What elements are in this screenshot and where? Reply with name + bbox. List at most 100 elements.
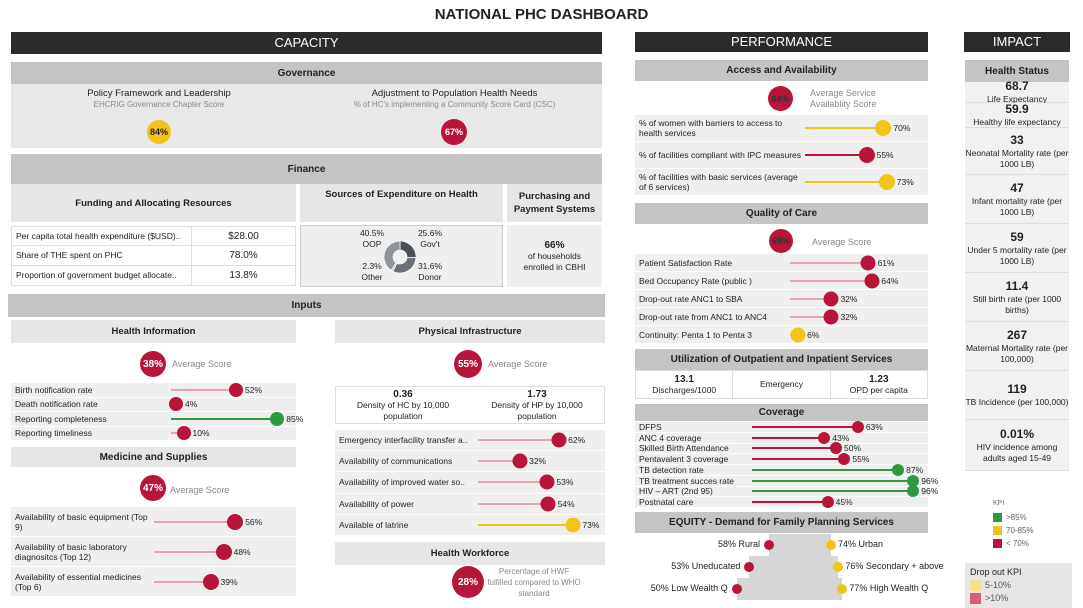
indicator-value: 64%	[881, 275, 899, 286]
indicator-value: 87%	[906, 464, 924, 475]
indicator-label: Continuity: Penta 1 to Penta 3	[639, 329, 752, 340]
funding-label: Share of THE spent on PHC	[12, 246, 192, 265]
indicator-track: 55%	[752, 453, 928, 466]
utilization-table: 13.1 Discharges/1000 Emergency 1.23 OPD pe…	[635, 370, 928, 399]
indicator-bar	[478, 481, 547, 484]
indicator-row: ANC 4 coverage 43%	[635, 431, 928, 444]
indicator-track: 32%	[478, 451, 605, 471]
dropout-legend-item: 5-10%	[970, 579, 1067, 592]
indicator-track: 63%	[752, 420, 928, 433]
indicator-label: % of facilities with basic services (ave…	[639, 172, 798, 192]
indicator-value: 55%	[852, 454, 870, 465]
indicator-label: DFPS	[639, 421, 662, 432]
funding-table: Per capita total health expenditure ($US…	[11, 226, 296, 286]
dropout-legend-title: Drop out KPI	[970, 567, 1022, 577]
legend-label: >10%	[985, 593, 1009, 603]
indicator-dot	[892, 463, 905, 476]
indicator-value: 6%	[807, 329, 820, 340]
adjust-sub: % of HC's implementing a Community Score…	[353, 100, 556, 109]
indicator-label: ANC 4 coverage	[639, 432, 702, 443]
health-status-value: 59	[1010, 229, 1024, 244]
indicator-dot	[540, 496, 556, 512]
indicator-label: Drop-out rate from ANC1 to ANC4	[639, 311, 768, 322]
governance-header: Governance	[11, 62, 602, 84]
indicator-row: Reporting timeliness 10%	[11, 426, 296, 441]
infrastructure-header: Physical Infrastructure	[335, 320, 605, 343]
funding-row: Proportion of government budget allocate…	[11, 266, 296, 286]
quality-list: Patient Satisfaction Rate 61% Bed Occupanc…	[635, 254, 928, 344]
indicator-bar	[805, 127, 884, 129]
label: Density of HP by 10,000 population	[491, 399, 583, 421]
indicator-dot	[539, 474, 555, 490]
pct: 25.6%	[417, 228, 443, 238]
funding-value: $28.00	[228, 230, 259, 242]
health-status-item: 47 Infant mortality rate (per 1000 LB)	[965, 175, 1069, 224]
legend-swatch	[993, 526, 1002, 536]
indicator-row: Bed Occupancy Rate (public ) 64%	[635, 272, 928, 290]
source-oop: 40.5% OOP	[351, 228, 393, 250]
policy-sub: EHCRIG Governance Chapter Score	[93, 100, 225, 109]
name: OOP	[362, 239, 382, 249]
indicator-track: 64%	[790, 272, 928, 289]
indicator-label: Availability of communications	[339, 456, 453, 467]
health-status-value: 119	[1007, 382, 1027, 396]
indicator-label: HIV – ART (2nd 95)	[639, 486, 713, 497]
value: 0.36	[393, 388, 413, 400]
indicator-track: 56%	[154, 507, 296, 536]
indicator-track: 45%	[752, 496, 928, 509]
indicator-label: Availability of improved water so..	[339, 477, 465, 488]
health-status-label: Healthy life expectancy	[973, 117, 1061, 127]
indicator-bar	[805, 181, 887, 183]
health-status-value: 68.7	[1005, 79, 1029, 93]
label: Density of HC by 10,000 population	[356, 399, 450, 421]
indicator-value: 55%	[876, 150, 894, 160]
indicator-value: 96%	[921, 475, 939, 486]
kpi-legend-title: KPI	[993, 500, 1005, 507]
funding-label: Per capita total health expenditure ($US…	[12, 227, 192, 245]
indicator-bar	[752, 501, 828, 504]
indicator-value: 50%	[844, 443, 862, 454]
indicator-row: Patient Satisfaction Rate 61%	[635, 254, 928, 272]
indicator-value: 39%	[220, 576, 238, 587]
indicator-dot	[830, 442, 842, 455]
health-status-label: Under 5 mortality rate (per 1000 LB)	[967, 244, 1067, 266]
indicator-dot	[878, 174, 895, 190]
health-status-value: 0.01%	[999, 426, 1035, 441]
indicator-row: Availability of essential medicines (Top…	[11, 567, 296, 597]
equity-dot-right	[826, 540, 836, 550]
indicator-row: Drop-out rate from ANC1 to ANC4 32%	[635, 308, 928, 326]
indicator-value: 61%	[877, 257, 895, 268]
legend-label: < 70%	[1006, 539, 1029, 548]
indicator-dot	[229, 382, 243, 397]
access-score: 64%	[768, 86, 793, 111]
indicator-label: Postnatal care	[639, 497, 694, 508]
indicator-dot	[176, 426, 191, 441]
coverage-header: Coverage	[635, 404, 928, 421]
indicator-label: Availability of basic equipment (Top 9)	[15, 511, 148, 532]
equity-dot-right	[837, 584, 848, 594]
indicator-row: Drop-out rate ANC1 to SBA 32%	[635, 290, 928, 308]
infrastructure-score-label: Average Score	[488, 359, 548, 369]
quality-score-label: Average Score	[812, 237, 872, 247]
medicine-score-label: Average Score	[170, 485, 230, 495]
performance-header: PERFORMANCE	[635, 32, 928, 52]
indicator-value: 85%	[286, 413, 304, 424]
funding-label: Proportion of government budget allocate…	[12, 266, 192, 285]
indicator-row: HIV – ART (2nd 95) 96%	[635, 485, 938, 498]
health-status-item: 0.01% HIV incidence among adults aged 15-…	[965, 420, 1069, 471]
health-status-value: 47	[1010, 180, 1024, 195]
indicator-bar	[752, 479, 914, 482]
legend-label: 70-85%	[1006, 526, 1034, 535]
indicator-label: Birth notification rate	[15, 384, 93, 395]
indicator-track: 32%	[790, 290, 928, 307]
indicator-bar	[752, 436, 825, 439]
indicator-bar	[805, 154, 867, 156]
infrastructure-score: 55%	[454, 350, 482, 378]
legend-swatch	[970, 593, 981, 605]
indicator-dot	[818, 431, 831, 444]
density-table: 0.36 Density of HC by 10,000 population 1…	[335, 386, 605, 424]
indicator-track: 10%	[171, 426, 296, 441]
indicator-value: 10%	[192, 428, 210, 439]
equity-dot-right	[833, 562, 844, 572]
health-info-header: Health Information	[11, 320, 296, 343]
